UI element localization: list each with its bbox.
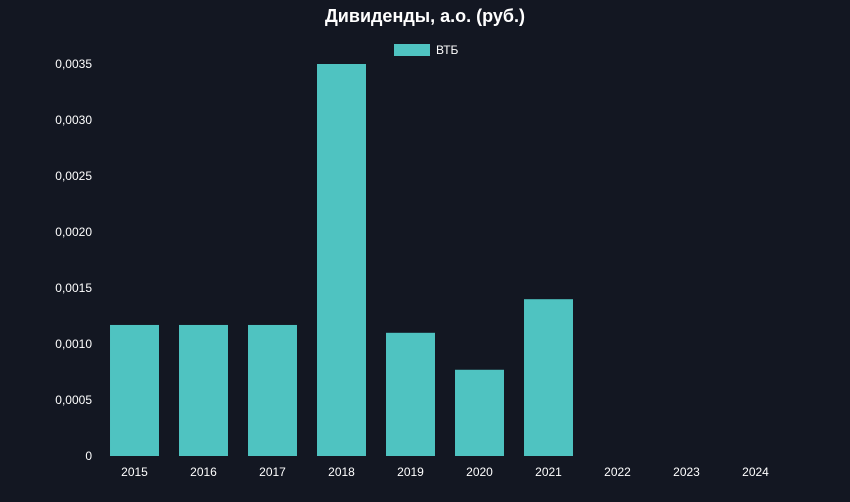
x-tick-label: 2016 <box>190 465 217 479</box>
x-tick-label: 2018 <box>328 465 355 479</box>
y-tick-label: 0,0035 <box>55 57 92 71</box>
x-tick-label: 2022 <box>604 465 631 479</box>
x-tick-label: 2023 <box>673 465 700 479</box>
legend-label: ВТБ <box>436 43 459 57</box>
bar-2015[interactable] <box>110 324 159 456</box>
bar-2017[interactable] <box>248 324 297 456</box>
x-tick-label: 2017 <box>259 465 286 479</box>
x-tick-label: 2015 <box>121 465 148 479</box>
y-tick-label: 0,0010 <box>55 337 92 351</box>
x-tick-label: 2019 <box>397 465 424 479</box>
legend[interactable]: ВТБ <box>394 43 458 57</box>
y-tick-label: 0 <box>85 449 92 463</box>
y-tick-label: 0,0005 <box>55 393 92 407</box>
bar-2021[interactable] <box>524 299 573 456</box>
bar-2018[interactable] <box>317 64 366 456</box>
y-tick-label: 0,0025 <box>55 169 92 183</box>
bar-2020[interactable] <box>455 369 504 456</box>
bar-2016[interactable] <box>179 324 228 456</box>
x-tick-label: 2020 <box>466 465 493 479</box>
y-tick-label: 0,0015 <box>55 281 92 295</box>
x-tick-label: 2021 <box>535 465 562 479</box>
y-tick-label: 0,0020 <box>55 225 92 239</box>
y-tick-label: 0,0030 <box>55 113 92 127</box>
x-tick-label: 2024 <box>742 465 769 479</box>
legend-swatch <box>394 44 430 56</box>
bar-2019[interactable] <box>386 332 435 456</box>
chart-title: Дивиденды, а.о. (руб.) <box>324 6 525 26</box>
